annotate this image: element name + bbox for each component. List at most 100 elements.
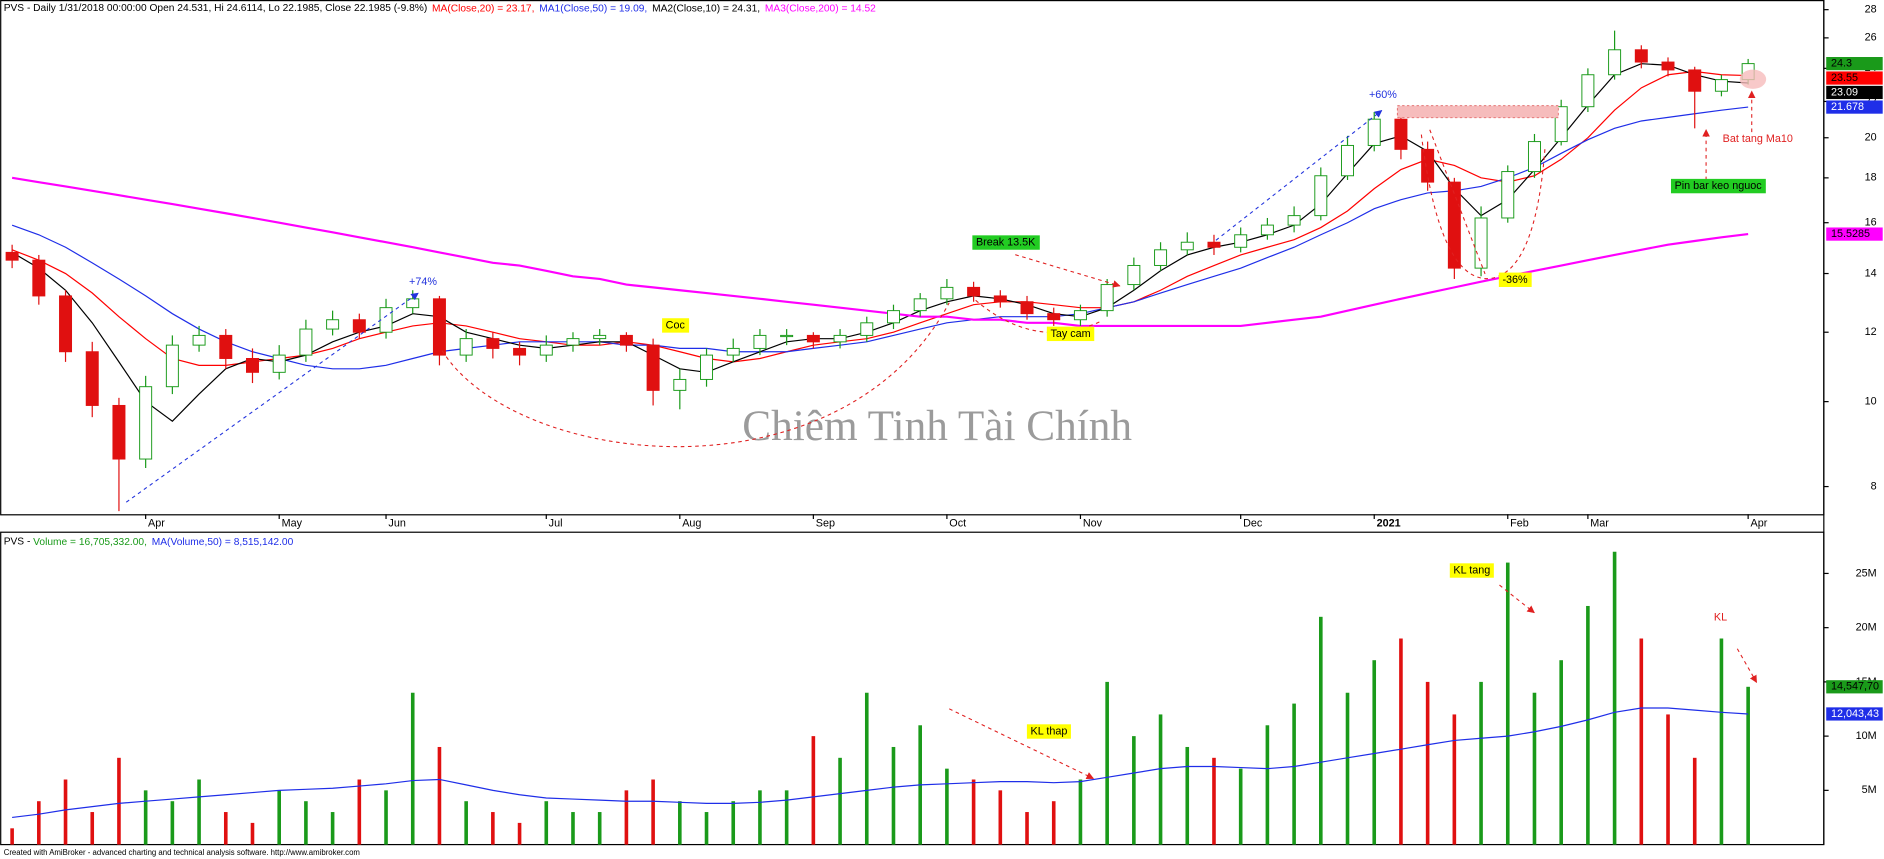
volume-bar (651, 779, 655, 845)
volume-bar (170, 801, 175, 845)
volume-bar (63, 779, 68, 845)
volume-bar (1105, 681, 1109, 845)
annotation-box (1498, 272, 1532, 287)
candle-body (1314, 175, 1328, 217)
candle-body (833, 334, 847, 343)
candle-body (5, 251, 19, 261)
annotation-box (1026, 724, 1071, 739)
x-tick-label: Dec (1243, 518, 1263, 530)
candle-body (1474, 217, 1488, 269)
ma-line (11, 176, 1749, 328)
candle-body (112, 404, 126, 460)
candle-body (352, 319, 366, 333)
footer: Created with AmiBroker - advanced charti… (4, 848, 360, 857)
x-tick-label: Apr (1751, 518, 1768, 530)
candle-body (1447, 181, 1461, 269)
annotation: Tay cam (1050, 328, 1090, 340)
candle-body (85, 351, 99, 406)
candle-body (219, 334, 233, 359)
plot-layer: 810121416182022242628AprMayJunJulAugSepO… (5, 4, 1883, 845)
candle-body (1688, 69, 1702, 92)
volume-bar (90, 812, 95, 845)
volume-bar (1212, 757, 1216, 845)
y-tick-label: 20 (1865, 132, 1877, 144)
x-tick-label: Oct (949, 518, 966, 530)
legend-entry: MA1(Close,50) = 19.09, (539, 3, 647, 14)
highlight (1739, 69, 1767, 89)
volume-bar (410, 692, 415, 845)
y-tick-label: 26 (1865, 32, 1877, 44)
volume-bar (1345, 692, 1350, 845)
last-value-box (1826, 227, 1883, 241)
x-tick-label: Nov (1083, 518, 1103, 530)
volume-bar (1692, 757, 1697, 845)
legend-entry: Volume = 16,705,332.00, (33, 537, 147, 548)
candle-body (192, 334, 206, 346)
candle-body (379, 307, 393, 333)
volume-bar (277, 790, 281, 845)
candle-body (593, 334, 607, 340)
arrow (1499, 584, 1535, 614)
candle-body (780, 334, 794, 338)
candle-body (32, 259, 46, 297)
volume-bar (357, 779, 362, 845)
candle-body (673, 378, 687, 391)
volume-ma-line (12, 707, 1749, 819)
y-tick-label: 28 (1865, 4, 1877, 16)
volume-bar (437, 746, 442, 845)
volume-bar (250, 822, 255, 845)
y-tick-label: 8 (1871, 480, 1877, 492)
price-header: PVS - Daily 1/31/2018 00:00:00 Open 24.5… (4, 3, 876, 14)
candle-body (726, 347, 740, 356)
volume-bar (811, 736, 816, 845)
candle-body (993, 295, 1007, 303)
volume-bar (945, 768, 949, 845)
annotation: +60% (1369, 89, 1397, 101)
volume-bar (1612, 551, 1617, 845)
y-tick-label: 16 (1865, 217, 1877, 229)
volume-bar (143, 790, 148, 845)
candle-body (1341, 144, 1355, 177)
annotation-box (1670, 178, 1766, 194)
legend-entry: MA(Close,20) = 23.17, (432, 3, 534, 14)
candle-body (1020, 301, 1034, 315)
candle-body (1260, 224, 1274, 236)
volume-bar (1078, 779, 1083, 845)
candle-body (486, 338, 500, 349)
candle-body (326, 319, 340, 330)
candle-body (1527, 141, 1541, 173)
volume-bar (544, 801, 549, 845)
volume-bar (384, 790, 388, 845)
volume-bar (838, 757, 842, 845)
candle-body (1501, 171, 1515, 219)
candle-body (913, 298, 927, 312)
last-value-label: 21.678 (1831, 101, 1864, 113)
arrow (948, 708, 1095, 779)
volume-bar (1532, 692, 1537, 845)
volume-bar (1586, 605, 1590, 845)
last-value-label: 23.09 (1831, 86, 1858, 98)
annotation: -36% (1502, 274, 1528, 286)
x-tick-label: May (282, 518, 303, 530)
volume-bar (704, 812, 709, 845)
volume-bar (1559, 660, 1563, 845)
volume-bar (1399, 638, 1403, 845)
candle-body (139, 386, 153, 460)
candle-body (1154, 249, 1168, 266)
y-tick-label: 18 (1865, 172, 1877, 184)
candle-body (967, 286, 981, 297)
candle-body (1180, 241, 1194, 251)
y-tick-label: 10 (1865, 395, 1877, 407)
y-tick-label: 25M (1856, 567, 1877, 579)
last-value-box (1826, 707, 1883, 721)
volume-bar (1132, 736, 1136, 845)
candle-body (459, 338, 473, 356)
annotations: +74% Coc Break 13.5K Tay cam +60% -36% P… (125, 69, 1793, 779)
candle-body (1608, 49, 1622, 76)
candle-body (1287, 215, 1301, 226)
volume-bar (1479, 681, 1483, 845)
annotation: +74% (409, 276, 437, 288)
candle-body (246, 358, 259, 373)
